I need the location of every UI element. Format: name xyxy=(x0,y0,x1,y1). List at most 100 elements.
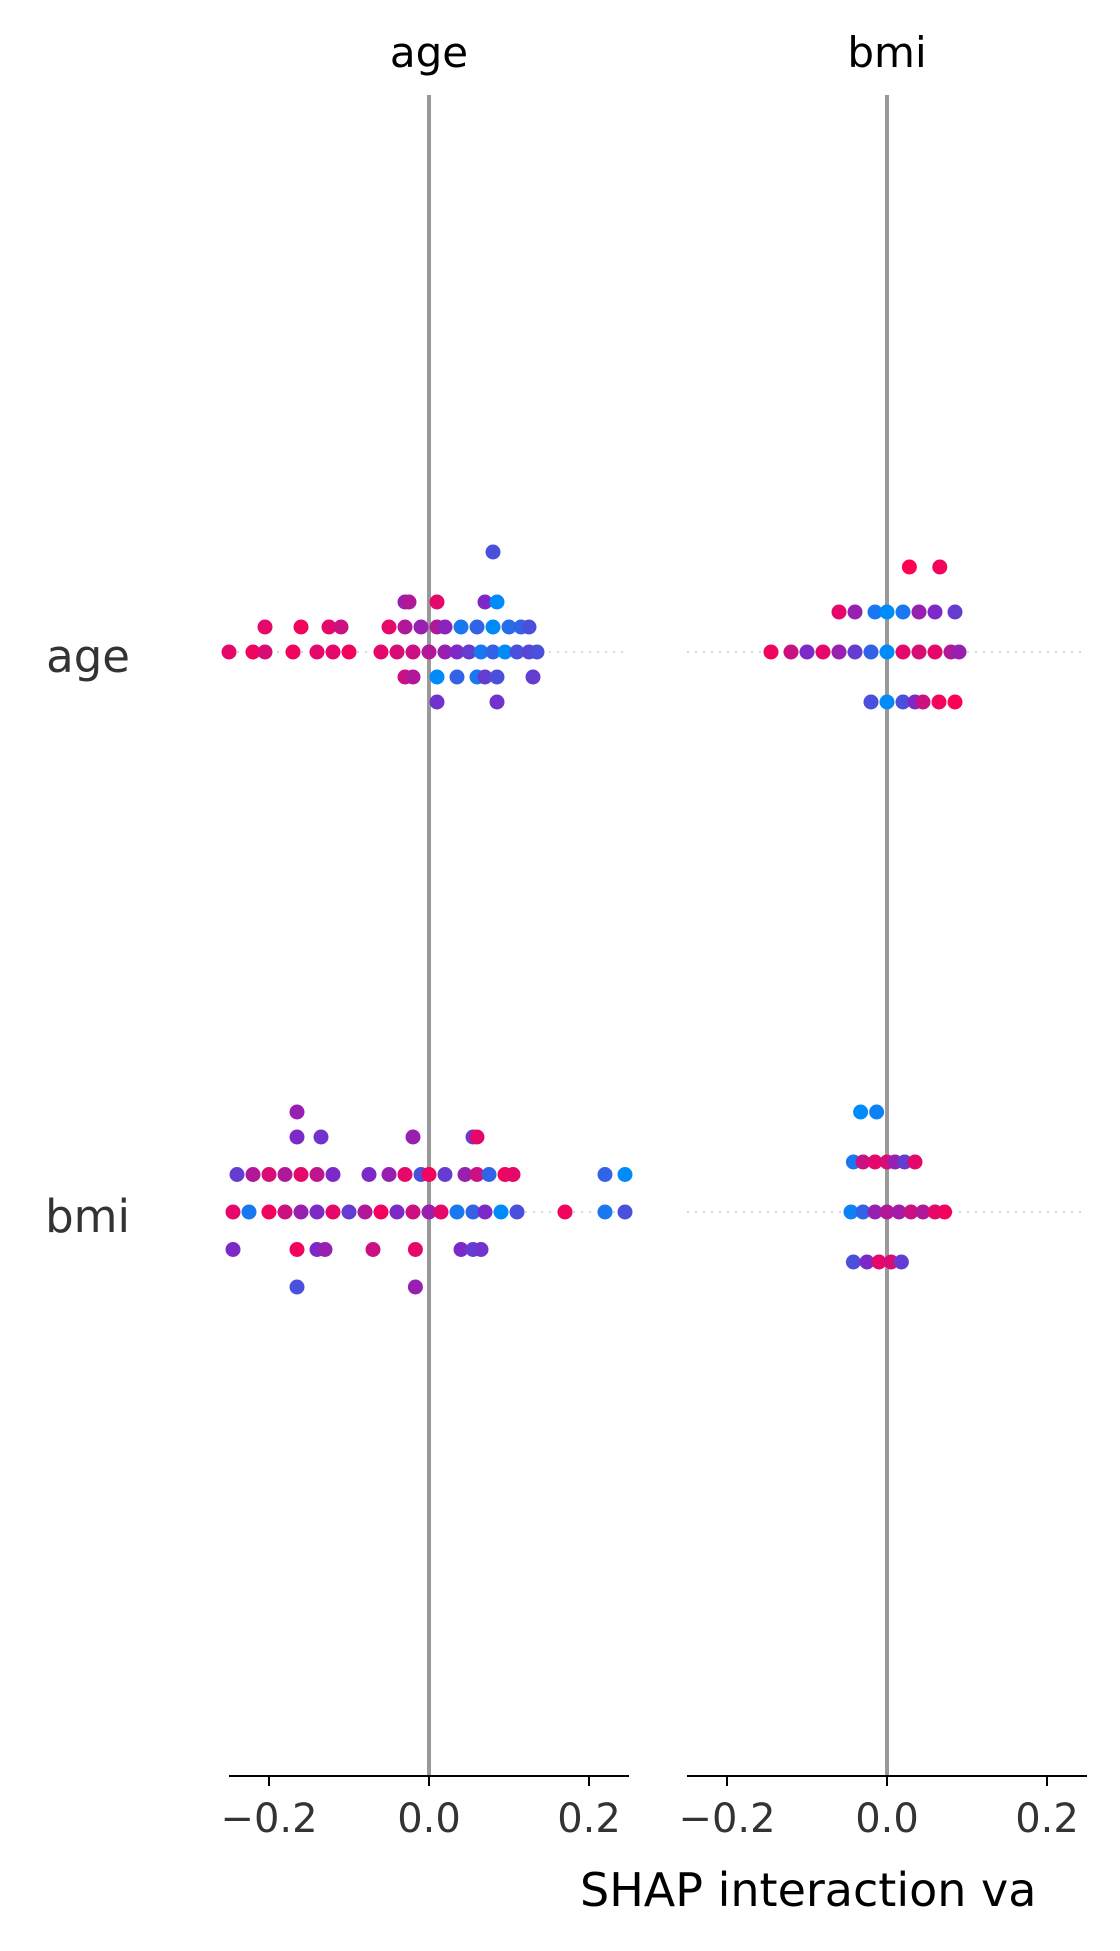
point-bmi-bmi xyxy=(853,1104,869,1120)
point-age-age xyxy=(437,644,453,660)
point-bmi-age xyxy=(421,1167,437,1182)
point-age-age xyxy=(485,544,501,560)
point-age-age xyxy=(397,619,413,635)
point-age-age xyxy=(469,619,485,635)
point-age-bmi xyxy=(863,694,879,710)
point-bmi-age xyxy=(493,1204,509,1220)
point-age-age xyxy=(489,594,505,610)
point-age-bmi xyxy=(915,694,931,710)
point-bmi-age xyxy=(261,1204,277,1220)
point-bmi-bmi xyxy=(859,1254,875,1270)
point-age-bmi xyxy=(867,604,883,620)
point-bmi-age xyxy=(509,1204,525,1220)
point-age-bmi xyxy=(847,604,863,620)
point-bmi-age xyxy=(289,1104,305,1120)
x-axis-label: SHAP interaction va xyxy=(580,1863,1036,1917)
point-age-age xyxy=(341,644,357,660)
point-bmi-age xyxy=(309,1167,325,1182)
point-age-bmi xyxy=(831,604,847,620)
point-bmi-age xyxy=(405,1204,421,1220)
point-bmi-age xyxy=(505,1167,521,1182)
point-bmi-bmi xyxy=(915,1204,931,1220)
x-tick-label: 0.2 xyxy=(1015,1796,1079,1842)
point-bmi-age xyxy=(289,1242,305,1257)
point-bmi-age xyxy=(469,1167,485,1182)
point-bmi-bmi xyxy=(891,1204,907,1220)
point-age-age xyxy=(245,644,261,660)
point-bmi-bmi xyxy=(867,1204,883,1220)
point-age-bmi xyxy=(895,604,911,620)
point-age-age xyxy=(453,619,469,635)
point-bmi-age xyxy=(481,1167,497,1182)
point-age-age xyxy=(525,669,541,685)
point-bmi-age xyxy=(309,1204,325,1220)
point-bmi-age xyxy=(397,1167,413,1182)
point-age-bmi xyxy=(847,644,863,660)
point-age-age xyxy=(529,644,545,660)
point-bmi-age xyxy=(405,1129,421,1145)
point-age-age xyxy=(497,644,513,660)
point-age-bmi xyxy=(783,644,799,660)
point-age-bmi xyxy=(927,644,943,660)
point-age-bmi xyxy=(879,644,895,660)
point-age-age xyxy=(461,644,477,660)
point-age-bmi xyxy=(831,644,847,660)
point-age-age xyxy=(325,644,341,660)
point-bmi-age xyxy=(617,1167,633,1182)
point-bmi-age xyxy=(381,1167,397,1182)
point-bmi-age xyxy=(289,1279,305,1295)
x-axes: −0.2 0.0 0.2 −0.2 0.0 0.2 xyxy=(220,1775,1087,1842)
point-age-age xyxy=(285,644,301,660)
point-age-age xyxy=(489,669,505,685)
x-tick-label: 0.0 xyxy=(855,1796,919,1842)
point-bmi-age xyxy=(317,1242,333,1257)
point-age-bmi xyxy=(932,559,948,575)
point-age-bmi xyxy=(911,644,927,660)
column-title-bmi: bmi xyxy=(847,28,926,77)
point-age-bmi xyxy=(879,604,895,620)
point-age-age xyxy=(429,694,445,710)
point-bmi-bmi xyxy=(897,1154,913,1170)
point-age-bmi xyxy=(911,604,927,620)
point-bmi-age xyxy=(293,1167,309,1182)
point-bmi-age xyxy=(341,1204,357,1220)
point-age-age xyxy=(485,644,501,660)
row-label-bmi: bmi xyxy=(45,1190,130,1243)
point-bmi-bmi xyxy=(855,1154,871,1170)
point-bmi-age xyxy=(617,1204,633,1220)
point-bmi-age xyxy=(293,1204,309,1220)
point-age-age xyxy=(477,594,493,610)
point-age-age xyxy=(221,644,237,660)
point-age-age xyxy=(449,644,465,660)
point-bmi-age xyxy=(421,1204,437,1220)
point-age-bmi xyxy=(763,644,779,660)
point-bmi-age xyxy=(465,1204,481,1220)
point-age-age xyxy=(521,619,537,635)
point-age-bmi xyxy=(947,694,963,710)
point-age-age xyxy=(401,594,417,610)
point-bmi-age xyxy=(277,1167,293,1182)
point-bmi-bmi xyxy=(871,1254,887,1270)
point-age-age xyxy=(485,619,501,635)
x-tick-label: −0.2 xyxy=(678,1796,775,1842)
point-bmi-bmi xyxy=(843,1204,859,1220)
point-bmi-age xyxy=(437,1167,453,1182)
point-bmi-age xyxy=(313,1129,329,1145)
point-bmi-age xyxy=(597,1167,613,1182)
point-age-age xyxy=(257,644,273,660)
point-age-bmi xyxy=(947,604,963,620)
point-bmi-age xyxy=(245,1167,261,1182)
point-bmi-bmi xyxy=(883,1254,899,1270)
point-bmi-bmi xyxy=(869,1104,885,1120)
point-age-age xyxy=(389,644,405,660)
point-bmi-age xyxy=(261,1167,277,1182)
point-bmi-age xyxy=(473,1242,489,1257)
point-age-age xyxy=(473,644,489,660)
point-age-age xyxy=(429,594,445,610)
point-bmi-bmi xyxy=(937,1204,953,1220)
point-age-bmi xyxy=(927,604,943,620)
point-age-age xyxy=(509,644,525,660)
point-age-bmi xyxy=(863,644,879,660)
point-age-age xyxy=(405,669,421,685)
point-bmi-age xyxy=(389,1204,405,1220)
